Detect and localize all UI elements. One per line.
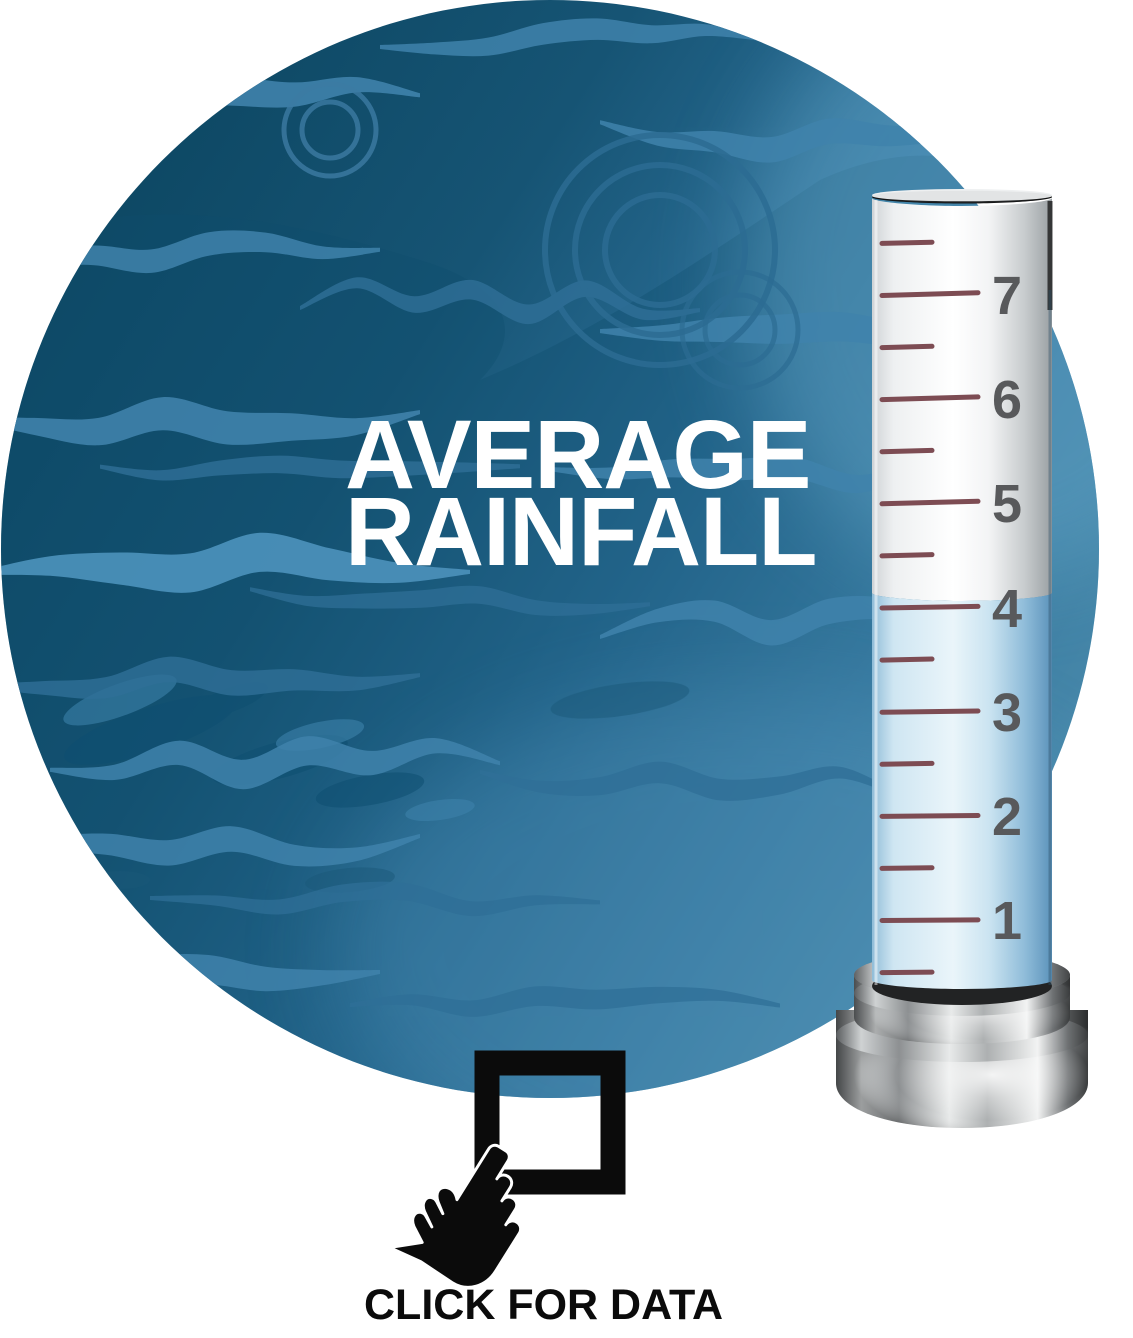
svg-text:1: 1 <box>992 891 1022 951</box>
svg-text:CLICK FOR DATA: CLICK FOR DATA <box>364 1281 723 1329</box>
svg-text:RAINFALL: RAINFALL <box>345 477 817 586</box>
svg-text:3: 3 <box>992 683 1022 743</box>
svg-text:7: 7 <box>992 266 1022 326</box>
svg-text:5: 5 <box>992 474 1022 534</box>
svg-text:6: 6 <box>992 370 1022 430</box>
svg-text:4: 4 <box>992 579 1022 639</box>
svg-text:2: 2 <box>992 787 1022 847</box>
